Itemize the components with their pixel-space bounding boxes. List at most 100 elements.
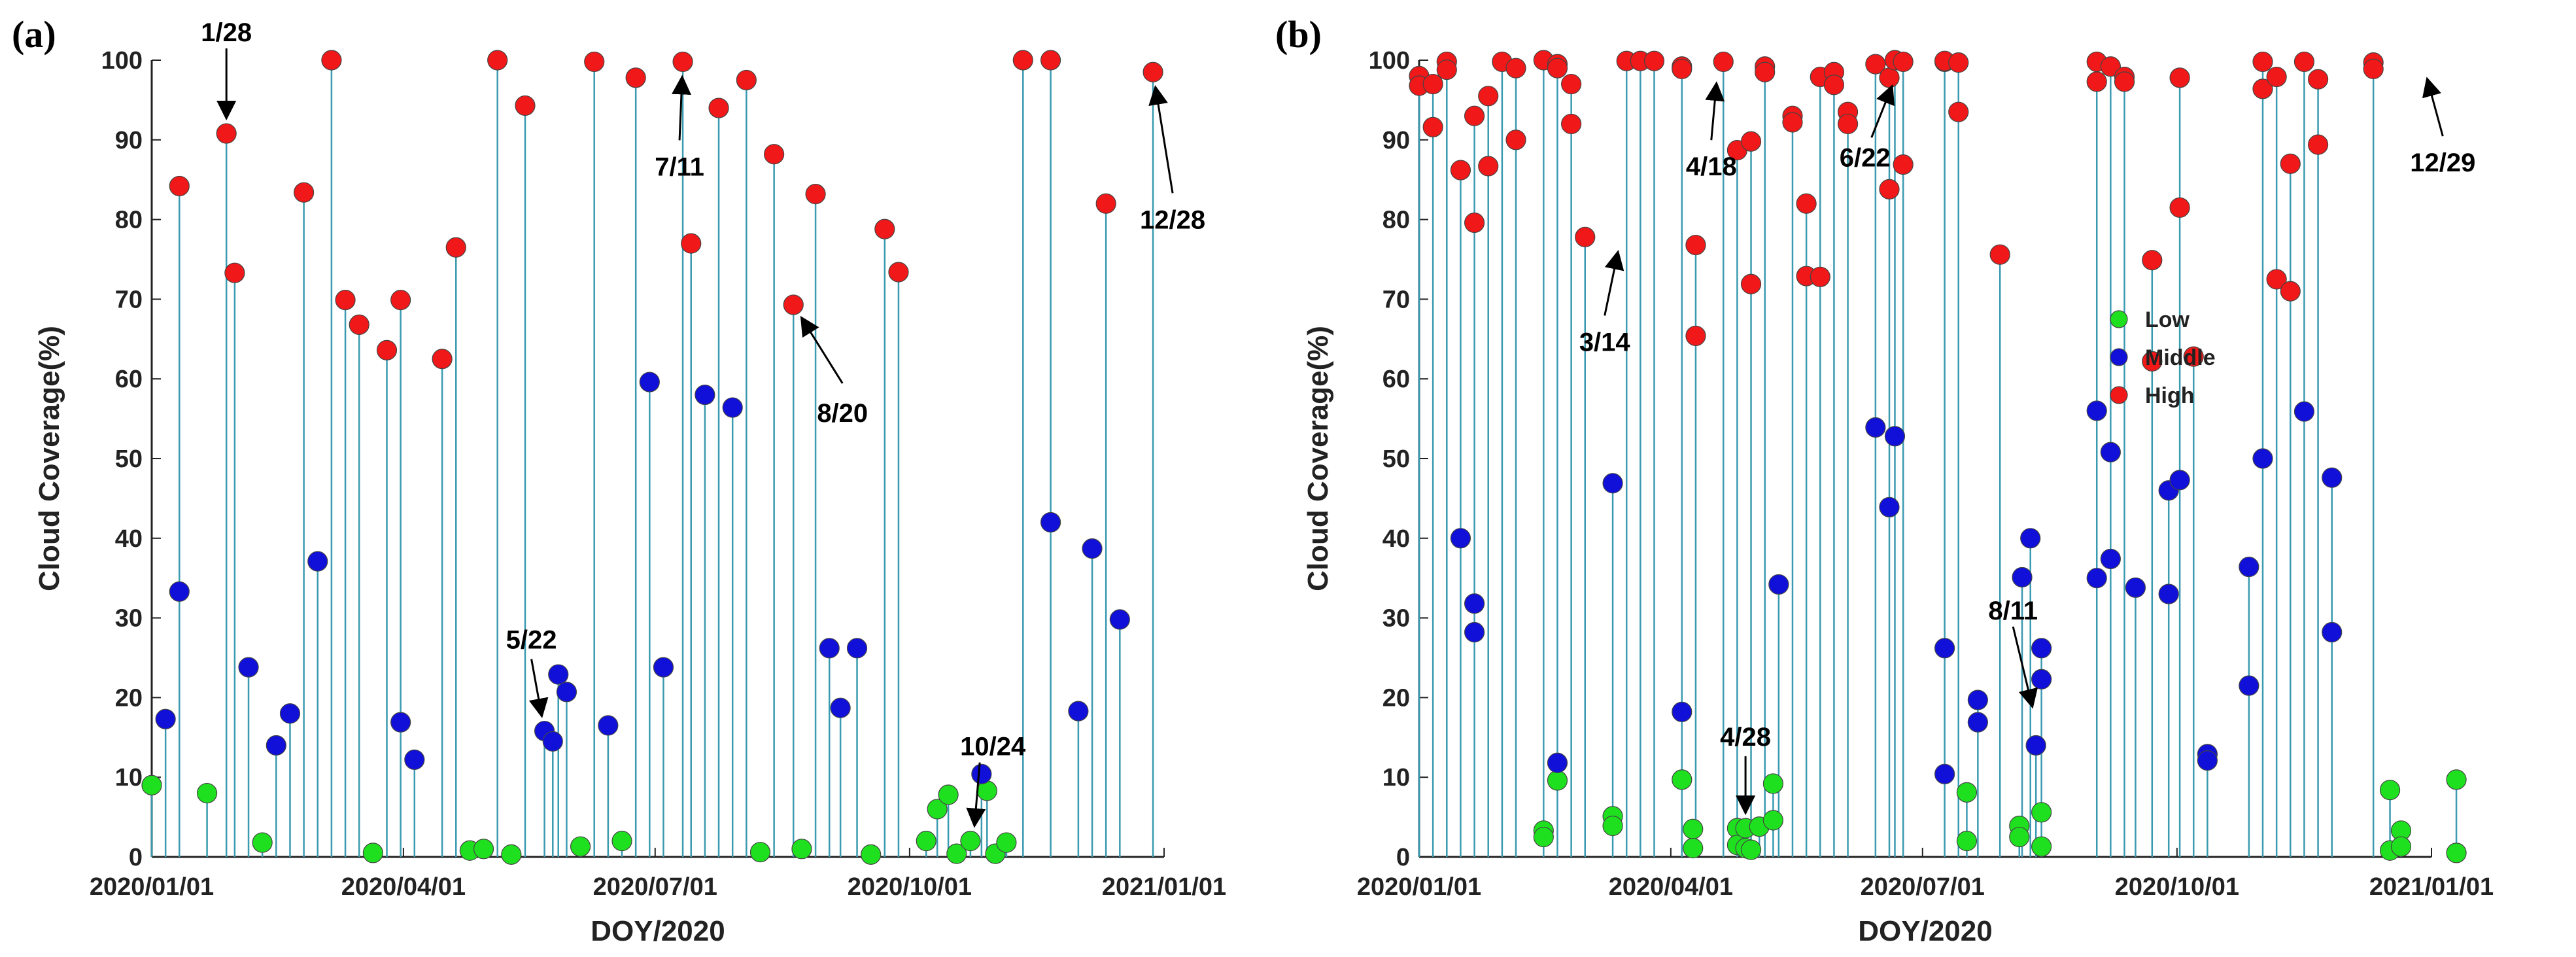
data-point-middle <box>2100 548 2121 570</box>
chart-panel-b: 0 10 20 30 40 50 60 70 80 90 100 2020/01/01 2020/04/… <box>1275 13 2494 947</box>
data-point-high <box>1740 273 1762 294</box>
data-point-low <box>749 842 771 863</box>
data-point-high <box>1989 244 2010 265</box>
annotation-arrow <box>1870 84 1895 138</box>
y-tick-label: 80 <box>1382 207 1410 234</box>
data-point-high <box>1464 105 1485 126</box>
data-point-middle <box>2239 675 2259 696</box>
y-tick-label: 80 <box>115 207 143 234</box>
y-axis-title: Cloud Coverage(%) <box>1302 326 1334 591</box>
data-point-low <box>960 831 981 852</box>
legend: Low Middle High <box>2110 307 2216 408</box>
data-point-middle <box>1865 417 1886 438</box>
data-point-middle <box>1967 712 1988 733</box>
y-tick-label: 40 <box>1382 525 1410 553</box>
annotation-label: 8/20 <box>817 399 868 428</box>
annotation-label: 3/14 <box>1579 328 1631 357</box>
data-point-middle <box>1934 638 1955 659</box>
data-point-high <box>1893 154 1914 175</box>
data-point-low <box>2446 769 2467 790</box>
data-point-middle <box>1464 621 1485 643</box>
data-point-low <box>791 839 812 860</box>
data-point-high <box>224 262 245 283</box>
data-point-low <box>861 844 882 865</box>
data-point-low <box>611 831 632 852</box>
data-point-high <box>1865 54 1886 75</box>
y-tick-label: 0 <box>1396 844 1410 871</box>
data-point-low <box>946 843 967 864</box>
data-point-low <box>1762 810 1783 831</box>
annotation-label: 7/11 <box>655 152 704 181</box>
data-point-middle <box>1768 574 1789 595</box>
y-tick-label: 60 <box>115 366 143 393</box>
series-low <box>141 774 1017 865</box>
data-point-high <box>1040 50 1061 71</box>
y-tick-label: 100 <box>101 47 143 75</box>
x-tick-label: 2020/04/01 <box>1609 873 1733 901</box>
data-point-low <box>996 832 1017 853</box>
data-point-middle <box>1450 528 1471 549</box>
data-point-high <box>708 97 729 118</box>
data-point-middle <box>2020 528 2041 549</box>
data-point-high <box>2280 153 2301 174</box>
annotation-label: 4/28 <box>1720 723 1771 752</box>
annotation-label: 1/28 <box>201 18 252 47</box>
data-point-middle <box>542 731 563 752</box>
data-point-high <box>1740 131 1762 152</box>
data-point-high <box>805 184 826 205</box>
y-tick-label: 0 <box>129 844 143 871</box>
data-point-high <box>1095 193 1116 214</box>
data-point-low <box>1683 818 1704 839</box>
annotation-arrow <box>671 75 691 141</box>
x-tick-label: 2020/01/01 <box>90 873 214 901</box>
x-axis-title: DOY/2020 <box>1858 915 1992 947</box>
x-axis-title: DOY/2020 <box>591 915 725 947</box>
legend-marker-high <box>2110 386 2128 404</box>
annotation-label: 10/24 <box>960 733 1026 761</box>
data-point-low <box>2031 836 2052 857</box>
y-tick-label: 10 <box>1382 764 1410 792</box>
data-point-high <box>2266 66 2287 88</box>
data-point-high <box>888 262 909 283</box>
data-point-high <box>1478 86 1499 107</box>
data-point-low <box>1762 773 1783 794</box>
data-point-low <box>1533 826 1554 848</box>
legend-label-middle: Middle <box>2145 345 2216 370</box>
x-tick-label: 2021/01/01 <box>2369 873 2494 901</box>
data-point-high <box>2293 51 2315 73</box>
data-point-middle <box>971 763 992 784</box>
data-point-high <box>1672 58 1692 79</box>
x-tick-label: 2020/07/01 <box>1861 873 1985 901</box>
data-point-low <box>473 839 494 860</box>
y-tick-label: 60 <box>1382 366 1410 393</box>
data-point-middle <box>819 638 840 659</box>
data-point-low <box>1672 769 1692 790</box>
annotation-label: 5/22 <box>506 626 557 655</box>
data-point-high <box>2100 56 2121 77</box>
data-point-middle <box>830 697 851 718</box>
data-point-middle <box>2125 577 2146 598</box>
data-point-middle <box>404 749 425 771</box>
data-point-low <box>1956 782 1978 803</box>
data-point-high <box>1810 266 1830 287</box>
data-point-low <box>252 832 273 853</box>
data-point-high <box>736 69 757 91</box>
data-point-high <box>216 123 237 144</box>
stem-lines <box>150 60 1154 857</box>
data-point-middle <box>2031 638 2052 659</box>
data-point-high <box>1422 116 1443 137</box>
data-point-middle <box>2031 669 2052 689</box>
annotation-arrow <box>1604 249 1624 316</box>
data-point-low <box>570 836 591 857</box>
x-tick-label: 2020/01/01 <box>1357 873 1481 901</box>
data-point-high <box>1948 101 1969 122</box>
x-tick-label: 2020/10/01 <box>848 873 972 901</box>
data-point-high <box>584 51 605 73</box>
data-point-high <box>2114 71 2135 92</box>
data-point-middle <box>639 372 660 392</box>
data-point-middle <box>1672 701 1692 722</box>
data-point-low <box>2031 802 2052 823</box>
stem-lines <box>1418 60 2458 857</box>
data-point-high <box>1478 156 1499 177</box>
data-point-middle <box>1547 752 1568 773</box>
